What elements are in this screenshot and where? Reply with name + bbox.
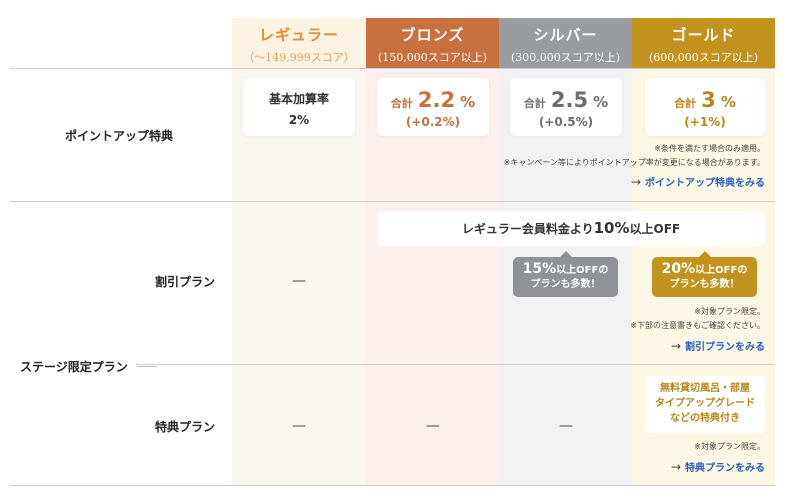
- points-more-link[interactable]: → ポイントアップ特典をみる: [631, 174, 765, 189]
- points-card-gold: 合計 3 % (+1%): [645, 78, 765, 136]
- tier-name: ブロンズ: [400, 26, 465, 44]
- discount-more-link-label: 割引プランをみる: [685, 342, 765, 353]
- points-card-bronze: 合計 2.2 % (+0.2%): [377, 78, 489, 136]
- benefit-more-link-label: 特典プランをみる: [685, 463, 765, 474]
- points-gold-total: 合計 3 %: [674, 88, 736, 112]
- points-silver-sub: (+0.5%): [538, 115, 594, 129]
- benefit-note-1: ※対象プラン限定。: [694, 442, 765, 451]
- row-divider: [10, 485, 775, 486]
- points-card-regular: 基本加算率 2%: [243, 78, 355, 136]
- regular-column-bg: [232, 68, 366, 486]
- tier-header-gold: ゴールド (600,000スコア以上): [632, 18, 775, 68]
- points-more-link-label: ポイントアップ特典をみる: [645, 178, 765, 189]
- row-divider: [136, 364, 775, 365]
- row-divider: [10, 68, 775, 69]
- benefit-row-label: 特典プラン: [155, 420, 216, 434]
- tier-header-bronze: ブロンズ (150,000スコア以上): [366, 18, 499, 68]
- tier-range: (150,000スコア以上): [377, 51, 488, 64]
- benefit-more-link[interactable]: → 特典プランをみる: [671, 459, 765, 474]
- discount-more-link[interactable]: → 割引プランをみる: [671, 338, 765, 353]
- discount-row-label: 割引プラン: [155, 275, 216, 289]
- points-gold-sub: (+1%): [684, 115, 726, 129]
- points-silver-total: 合計 2.5 %: [523, 88, 609, 112]
- tier-range: (600,000スコア以上): [648, 51, 759, 64]
- tier-name: ゴールド: [671, 26, 736, 44]
- arrow-right-icon: →: [670, 339, 681, 353]
- points-regular-line1: 基本加算率: [268, 92, 329, 106]
- tier-header-silver: シルバー (300,000スコア以上): [499, 18, 632, 68]
- tier-name: レギュラー: [258, 26, 339, 44]
- points-bronze-total: 合計 2.2 %: [390, 88, 476, 112]
- stage-label-line: [137, 366, 157, 367]
- row-divider: [10, 201, 775, 202]
- benefit-bronze-dash: —: [426, 418, 440, 434]
- points-regular-line2: 2%: [288, 113, 310, 127]
- tier-header-regular: レギュラー （〜149,999スコア）: [232, 18, 366, 68]
- bronze-column-bg: [366, 68, 499, 486]
- benefit-card-gold: 無料貸切風呂・部屋 タイプアップグレード などの特典付き: [645, 376, 765, 433]
- discount-regular-dash: —: [292, 273, 306, 289]
- discount-note-2: ※下部の注意書きもご確認ください。: [630, 321, 765, 330]
- arrow-right-icon: →: [630, 175, 641, 189]
- points-row-label: ポイントアップ特典: [65, 129, 174, 143]
- points-note-2: ※キャンペーン等によりポイントアップ率が変更になる場合があります。: [503, 158, 765, 167]
- discount-banner: レギュラー会員料金より10%以上OFF: [377, 211, 765, 246]
- tier-range: （〜149,999スコア）: [243, 51, 355, 64]
- points-bronze-sub: (+0.2%): [405, 115, 461, 129]
- stage-limited-plan-label: ステージ限定プラン: [20, 360, 128, 374]
- tier-name: シルバー: [533, 26, 598, 44]
- points-card-silver: 合計 2.5 % (+0.5%): [510, 78, 622, 136]
- benefit-regular-dash: —: [292, 418, 306, 434]
- discount-note-1: ※対象プラン限定。: [694, 307, 765, 316]
- arrow-right-icon: →: [670, 460, 681, 474]
- tier-range: (300,000スコア以上): [510, 51, 621, 64]
- discount-bubble-silver: 15%以上OFFの プランも多数！: [513, 251, 618, 297]
- discount-bubble-gold: 20%以上OFFの プランも多数！: [652, 251, 757, 297]
- benefit-silver-dash: —: [559, 418, 573, 434]
- points-note-1: ※条件を満たす場合のみ適用。: [654, 144, 765, 153]
